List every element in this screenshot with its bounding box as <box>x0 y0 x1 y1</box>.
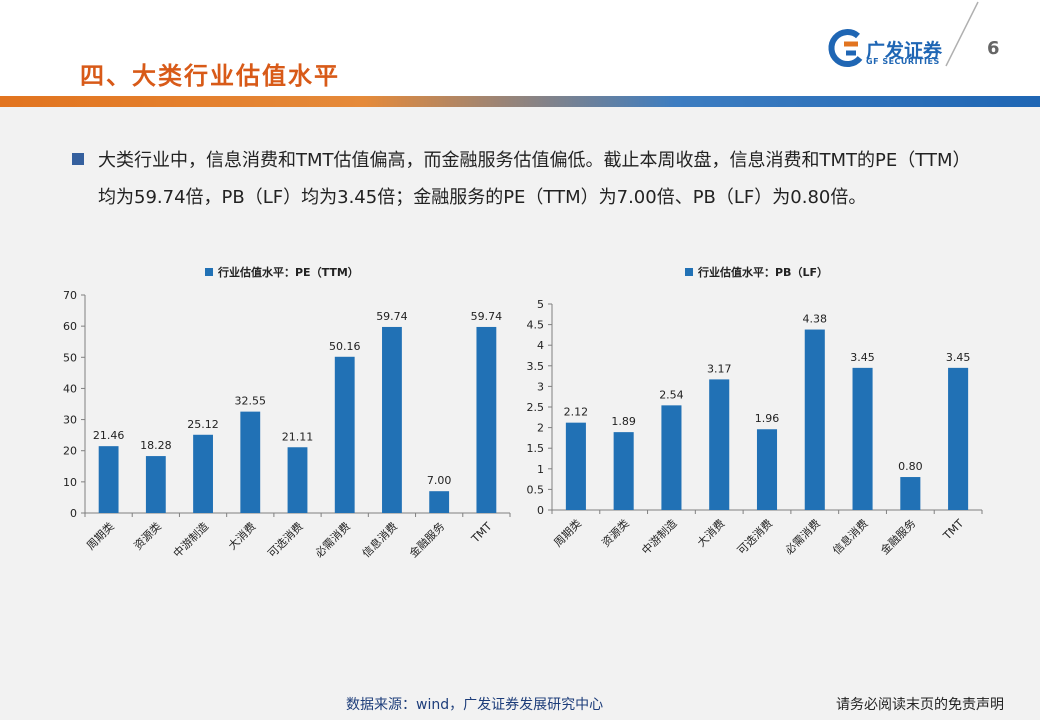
x-tick-label: 中游制造 <box>170 519 211 560</box>
x-tick-label: 必需消费 <box>782 516 823 557</box>
bar <box>565 422 586 510</box>
legend-swatch <box>205 268 213 276</box>
divider-slash <box>945 1 979 67</box>
y-tick-label: 0 <box>537 504 544 517</box>
x-tick-label: 中游制造 <box>639 516 680 557</box>
x-tick-label: 信息消费 <box>359 519 400 560</box>
bar <box>900 477 921 510</box>
data-label: 2.54 <box>659 388 684 401</box>
y-tick-label: 2.5 <box>527 401 545 414</box>
pe-chart-svg: 行业估值水平：PE（TTM） 0 10 20 30 40 50 60 70 21.46 周期类 18.… <box>63 265 511 560</box>
page-number: 6 <box>987 38 1000 59</box>
y-tick-label: 2 <box>537 422 544 435</box>
page-title: 四、大类行业估值水平 <box>80 61 340 90</box>
legend-label: 行业估值水平：PB（LF） <box>697 265 828 279</box>
data-label: 4.38 <box>803 313 828 326</box>
x-tick-label: 周期类 <box>83 519 116 552</box>
x-tick-label: 资源类 <box>131 519 164 552</box>
data-label: 21.46 <box>93 429 125 442</box>
y-tick-label: 4.5 <box>527 319 545 332</box>
y-tick-label: 30 <box>63 414 77 427</box>
bar <box>429 491 450 513</box>
y-tick-label: 50 <box>63 351 77 364</box>
y-tick-label: 4 <box>537 339 544 352</box>
x-tick-label: 可选消费 <box>734 516 775 557</box>
data-label: 32.55 <box>235 395 267 408</box>
y-tick-label: 60 <box>63 320 77 333</box>
summary-text: 大类行业中，信息消费和TMT估值偏高，而金融服务估值偏低。截止本周收盘，信息消费… <box>98 150 971 208</box>
y-tick-label: 20 <box>63 445 77 458</box>
bar <box>613 432 634 510</box>
x-tick-label: 资源类 <box>599 516 632 549</box>
pb-chart-svg: 行业估值水平：PB（LF） 0 0.5 1 1.5 2 2.5 3 3.5 4 4.5 5 2.12 周期… <box>527 265 983 557</box>
x-tick-label: 必需消费 <box>312 519 353 560</box>
x-tick-label: 周期类 <box>551 516 584 549</box>
bar <box>709 379 730 510</box>
x-tick-label: TMT <box>468 520 494 546</box>
bar <box>287 447 308 513</box>
header-gradient-band <box>0 96 1040 107</box>
y-tick-label: 0.5 <box>527 483 545 496</box>
bar <box>476 326 497 513</box>
y-tick-label: 10 <box>63 476 77 489</box>
data-label: 2.12 <box>564 406 589 419</box>
pe-chart: 行业估值水平：PE（TTM） 0 10 20 30 40 50 60 70 21.46 周期类 18.… <box>50 258 520 592</box>
bullet-square-icon <box>72 153 84 165</box>
bar <box>334 356 355 513</box>
data-label: 1.89 <box>611 415 636 428</box>
data-label: 50.16 <box>329 340 361 353</box>
data-label: 59.74 <box>376 310 408 323</box>
disclaimer: 请务必阅读末页的免责声明 <box>836 697 1004 713</box>
data-label: 1.96 <box>755 412 780 425</box>
x-tick-label: 金融服务 <box>877 516 918 557</box>
data-label: 3.17 <box>707 362 732 375</box>
bar <box>145 456 166 513</box>
data-label: 3.45 <box>850 351 875 364</box>
pb-chart: 行业估值水平：PB（LF） 0 0.5 1 1.5 2 2.5 3 3.5 4 4.5 5 2.12 周期… <box>520 258 1000 592</box>
y-tick-label: 5 <box>537 298 544 311</box>
data-label: 59.74 <box>471 310 503 323</box>
data-source: 数据来源：wind，广发证券发展研究中心 <box>346 697 604 713</box>
legend-swatch <box>685 268 693 276</box>
x-tick-label: 大消费 <box>694 516 727 549</box>
gf-logo <box>824 28 944 72</box>
data-label: 0.80 <box>898 460 923 473</box>
x-tick-label: 可选消费 <box>265 519 306 560</box>
bar <box>98 446 119 513</box>
y-tick-label: 3.5 <box>527 360 545 373</box>
y-tick-label: 70 <box>63 289 77 302</box>
bar <box>852 367 873 510</box>
logo-subtext: GF SECURITIES <box>866 57 940 66</box>
y-tick-label: 1.5 <box>527 442 545 455</box>
data-label: 3.45 <box>946 351 971 364</box>
data-label: 7.00 <box>427 474 452 487</box>
bar <box>240 411 261 513</box>
logo-text: 广发证券 <box>866 40 943 62</box>
y-tick-label: 1 <box>537 463 544 476</box>
gf-logo-icon <box>828 29 863 68</box>
data-label: 25.12 <box>187 418 219 431</box>
bar <box>756 429 778 510</box>
bar <box>382 326 402 513</box>
y-tick-label: 40 <box>63 382 77 395</box>
bar <box>661 405 682 510</box>
bar <box>948 367 969 510</box>
x-tick-label: TMT <box>940 517 966 543</box>
data-label: 21.11 <box>282 430 314 443</box>
data-label: 18.28 <box>140 439 172 452</box>
header-bar <box>0 0 1040 100</box>
x-tick-label: 金融服务 <box>406 519 447 560</box>
bar <box>804 329 825 510</box>
bar <box>193 434 213 513</box>
y-tick-label: 0 <box>70 507 77 520</box>
x-tick-label: 大消费 <box>225 519 258 552</box>
legend-label: 行业估值水平：PE（TTM） <box>217 265 359 279</box>
x-tick-label: 信息消费 <box>830 516 871 557</box>
y-tick-label: 3 <box>537 380 544 393</box>
